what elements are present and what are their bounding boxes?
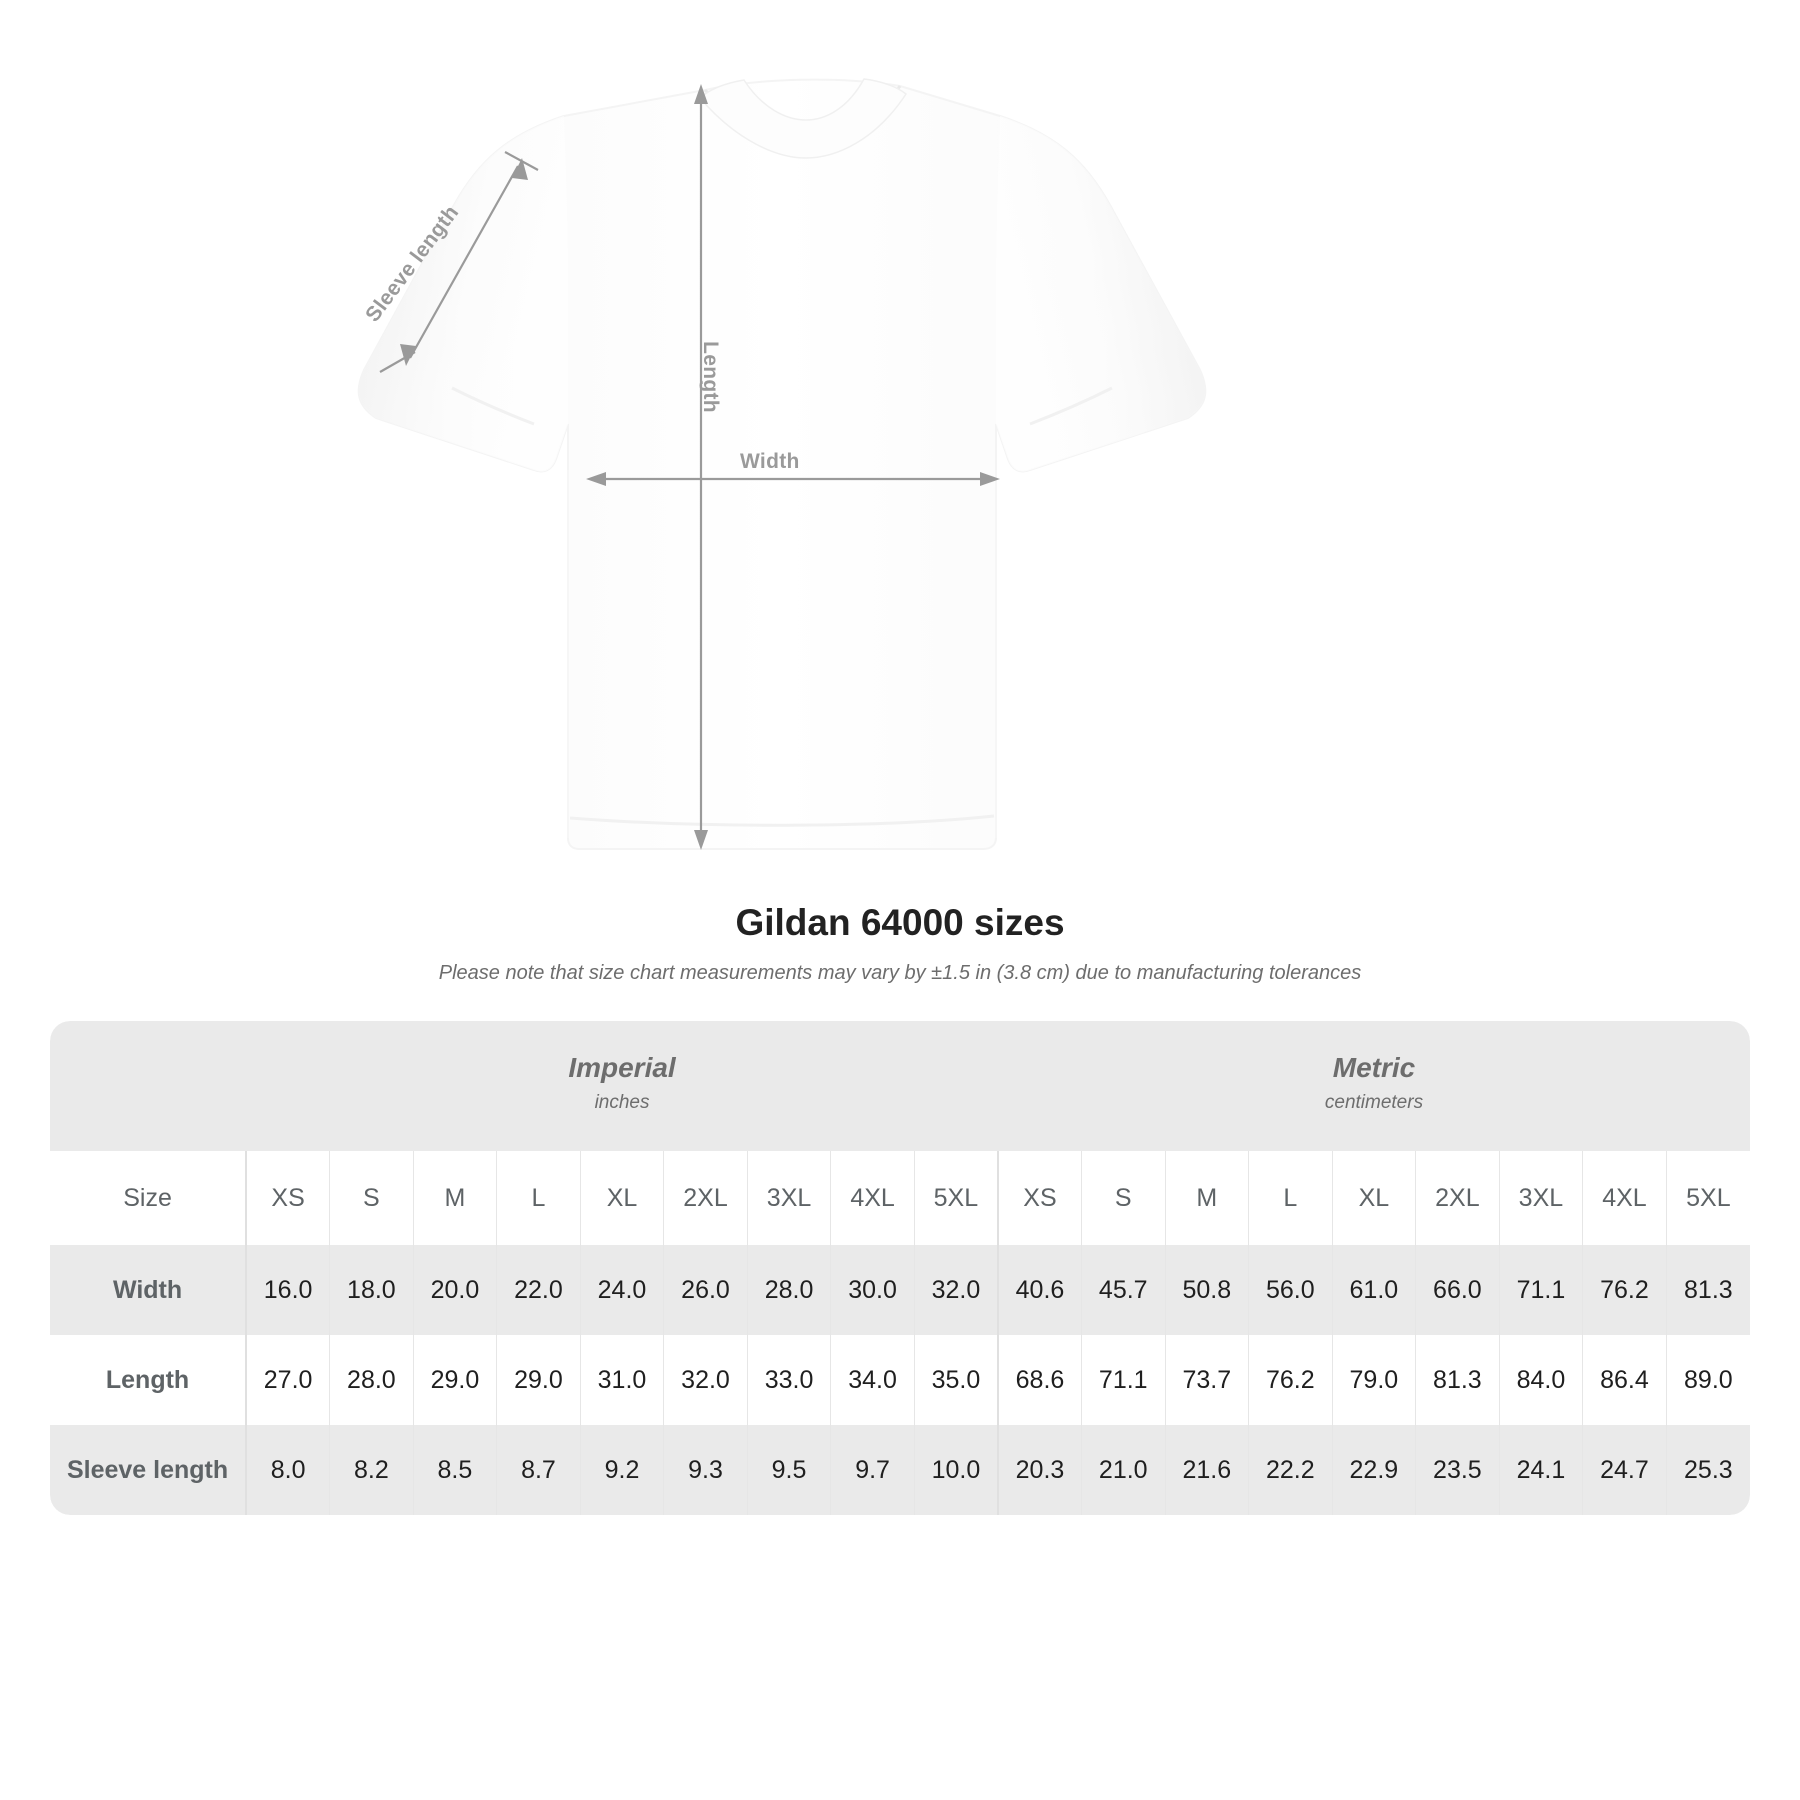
cell-imperial: 16.0 bbox=[245, 1245, 330, 1336]
cell-imperial: 24.0 bbox=[579, 1245, 664, 1336]
cell-metric: 86.4 bbox=[1582, 1335, 1667, 1426]
unit-group-name: Metric bbox=[1332, 1052, 1416, 1084]
cell-metric: 22.2 bbox=[1248, 1425, 1333, 1516]
size-header-imperial-s: S bbox=[329, 1151, 414, 1246]
cell-imperial: 10.0 bbox=[913, 1425, 998, 1516]
cell-imperial: 9.7 bbox=[830, 1425, 915, 1516]
cell-imperial: 18.0 bbox=[329, 1245, 414, 1336]
cell-imperial: 29.0 bbox=[496, 1335, 581, 1426]
size-header-row: Size XS S M L XL 2XL 3XL 4XL 5XL XS S M L XL 2XL 3XL 4XL 5… bbox=[50, 1151, 1750, 1246]
cell-metric: 68.6 bbox=[996, 1335, 1082, 1426]
cell-metric: 61.0 bbox=[1331, 1245, 1416, 1336]
cell-metric: 73.7 bbox=[1164, 1335, 1249, 1426]
unit-group-metric: Metric centimeters bbox=[997, 1021, 1750, 1152]
cell-imperial: 31.0 bbox=[579, 1335, 664, 1426]
cell-metric: 20.3 bbox=[996, 1425, 1082, 1516]
tshirt-diagram: Sleeve length Length Width bbox=[357, 78, 1207, 850]
cell-metric: 81.3 bbox=[1665, 1245, 1750, 1336]
unit-group-header-row: Imperial inches Metric centimeters bbox=[50, 1021, 1750, 1152]
unit-group-subtitle: centimeters bbox=[1324, 1092, 1424, 1113]
cell-imperial: 27.0 bbox=[245, 1335, 330, 1426]
table-row: Length 27.0 28.0 29.0 29.0 31.0 32.0 33.0 34.0 35… bbox=[50, 1335, 1750, 1426]
cell-metric: 84.0 bbox=[1498, 1335, 1583, 1426]
cell-metric: 45.7 bbox=[1081, 1245, 1166, 1336]
cell-imperial: 32.0 bbox=[663, 1335, 748, 1426]
size-header-metric-xl: XL bbox=[1331, 1151, 1416, 1246]
size-header-metric-4xl: 4XL bbox=[1582, 1151, 1667, 1246]
size-chart-table-wrapper: Imperial inches Metric centimeters Size XS S M L… bbox=[50, 1021, 1750, 1516]
cell-imperial: 34.0 bbox=[830, 1335, 915, 1426]
row-label-sleeve-length: Sleeve length bbox=[50, 1425, 247, 1516]
size-header-metric-3xl: 3XL bbox=[1498, 1151, 1583, 1246]
cell-imperial: 9.3 bbox=[663, 1425, 748, 1516]
tshirt-illustration bbox=[357, 78, 1207, 850]
size-header-imperial-l: L bbox=[496, 1151, 581, 1246]
cell-metric: 25.3 bbox=[1665, 1425, 1750, 1516]
size-header-imperial-m: M bbox=[412, 1151, 497, 1246]
cell-imperial: 22.0 bbox=[496, 1245, 581, 1336]
size-header-metric-s: S bbox=[1081, 1151, 1166, 1246]
cell-imperial: 26.0 bbox=[663, 1245, 748, 1336]
cell-metric: 89.0 bbox=[1665, 1335, 1750, 1426]
size-header-imperial-2xl: 2XL bbox=[663, 1151, 748, 1246]
cell-metric: 21.6 bbox=[1164, 1425, 1249, 1516]
size-header-imperial-5xl: 5XL bbox=[913, 1151, 998, 1246]
cell-imperial: 8.7 bbox=[496, 1425, 581, 1516]
unit-group-name: Imperial bbox=[568, 1052, 676, 1084]
size-header-metric-2xl: 2XL bbox=[1415, 1151, 1500, 1246]
size-header-label: Size bbox=[50, 1151, 247, 1246]
row-label-length: Length bbox=[50, 1335, 247, 1426]
cell-imperial: 32.0 bbox=[913, 1245, 998, 1336]
cell-metric: 81.3 bbox=[1415, 1335, 1500, 1426]
unit-group-subtitle: inches bbox=[594, 1092, 650, 1113]
size-header-metric-5xl: 5XL bbox=[1665, 1151, 1750, 1246]
cell-imperial: 29.0 bbox=[412, 1335, 497, 1426]
table-row: Sleeve length 8.0 8.2 8.5 8.7 9.2 9.3 9.5 9.7 10.… bbox=[50, 1425, 1750, 1516]
cell-imperial: 20.0 bbox=[412, 1245, 497, 1336]
cell-metric: 50.8 bbox=[1164, 1245, 1249, 1336]
cell-imperial: 28.0 bbox=[329, 1335, 414, 1426]
cell-imperial: 8.2 bbox=[329, 1425, 414, 1516]
size-header-metric-m: M bbox=[1164, 1151, 1249, 1246]
row-label-width: Width bbox=[50, 1245, 247, 1336]
cell-imperial: 35.0 bbox=[913, 1335, 998, 1426]
unit-group-imperial: Imperial inches bbox=[246, 1021, 998, 1152]
cell-imperial: 28.0 bbox=[746, 1245, 831, 1336]
cell-metric: 71.1 bbox=[1498, 1245, 1583, 1336]
cell-metric: 24.1 bbox=[1498, 1425, 1583, 1516]
cell-imperial: 8.5 bbox=[412, 1425, 497, 1516]
cell-imperial: 8.0 bbox=[245, 1425, 330, 1516]
size-header-metric-l: L bbox=[1248, 1151, 1333, 1246]
cell-metric: 71.1 bbox=[1081, 1335, 1166, 1426]
cell-metric: 66.0 bbox=[1415, 1245, 1500, 1336]
cell-imperial: 33.0 bbox=[746, 1335, 831, 1426]
cell-metric: 24.7 bbox=[1582, 1425, 1667, 1516]
size-chart-table: Imperial inches Metric centimeters Size XS S M L… bbox=[50, 1021, 1750, 1516]
cell-imperial: 9.5 bbox=[746, 1425, 831, 1516]
cell-imperial: 30.0 bbox=[830, 1245, 915, 1336]
length-dimension-label: Length bbox=[698, 341, 722, 413]
unit-header-spacer bbox=[50, 1021, 247, 1152]
size-header-imperial-3xl: 3XL bbox=[746, 1151, 831, 1246]
width-dimension-label: Width bbox=[740, 450, 800, 473]
cell-imperial: 9.2 bbox=[579, 1425, 664, 1516]
cell-metric: 56.0 bbox=[1248, 1245, 1333, 1336]
cell-metric: 23.5 bbox=[1415, 1425, 1500, 1516]
cell-metric: 76.2 bbox=[1248, 1335, 1333, 1426]
page-title: Gildan 64000 sizes bbox=[735, 902, 1065, 943]
cell-metric: 21.0 bbox=[1081, 1425, 1166, 1516]
size-header-imperial-4xl: 4XL bbox=[830, 1151, 915, 1246]
cell-metric: 79.0 bbox=[1331, 1335, 1416, 1426]
chart-caption: Gildan 64000 sizes Please note that size… bbox=[0, 900, 1800, 985]
size-header-imperial-xl: XL bbox=[579, 1151, 664, 1246]
table-row: Width 16.0 18.0 20.0 22.0 24.0 26.0 28.0 30.0 32.… bbox=[50, 1245, 1750, 1336]
size-header-imperial-xs: XS bbox=[245, 1151, 330, 1246]
size-header-metric-xs: XS bbox=[996, 1151, 1082, 1246]
cell-metric: 76.2 bbox=[1582, 1245, 1667, 1336]
cell-metric: 22.9 bbox=[1331, 1425, 1416, 1516]
tolerance-note: Please note that size chart measurements… bbox=[438, 962, 1362, 985]
cell-metric: 40.6 bbox=[996, 1245, 1082, 1336]
